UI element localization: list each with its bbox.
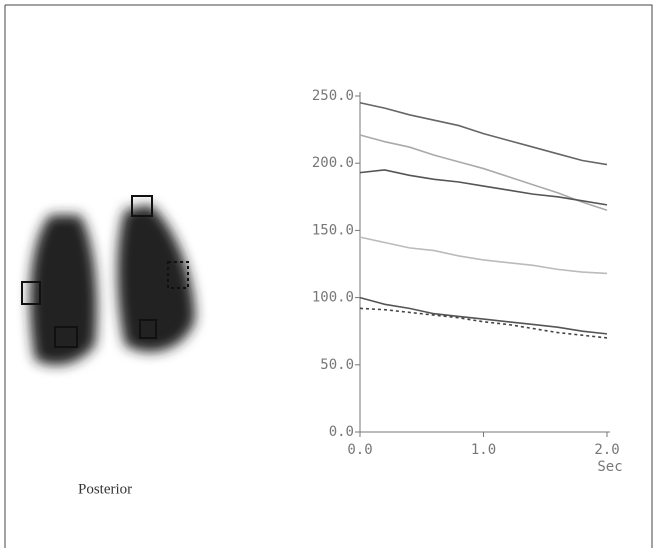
y-tick-label: 100.0	[312, 290, 354, 306]
series-line	[359, 169, 608, 206]
series-line	[359, 101, 608, 166]
x-tick-label: 0.0	[347, 442, 372, 458]
frame	[5, 4, 653, 548]
series-line	[359, 307, 608, 339]
x-axis-label: Sec	[597, 459, 622, 475]
x-tick-label: 2.0	[594, 442, 619, 458]
y-tick-label: 200.0	[312, 155, 354, 171]
series-line	[359, 236, 608, 275]
y-tick-label: 150.0	[312, 222, 354, 238]
plot: 0.0 50.0 100.0 150.0 200.0 250.0 0.0 1.0 2.0	[312, 88, 620, 458]
series-line	[359, 296, 608, 335]
scan-image	[30, 205, 195, 365]
roi-boxes	[21, 195, 189, 348]
y-tick-label: 0.0	[329, 424, 354, 440]
image-caption: Posterior	[78, 481, 132, 497]
x-tick-label: 1.0	[471, 442, 496, 458]
y-tick-label: 50.0	[320, 357, 354, 373]
y-tick-label: 250.0	[312, 88, 354, 104]
series-line	[359, 134, 608, 212]
